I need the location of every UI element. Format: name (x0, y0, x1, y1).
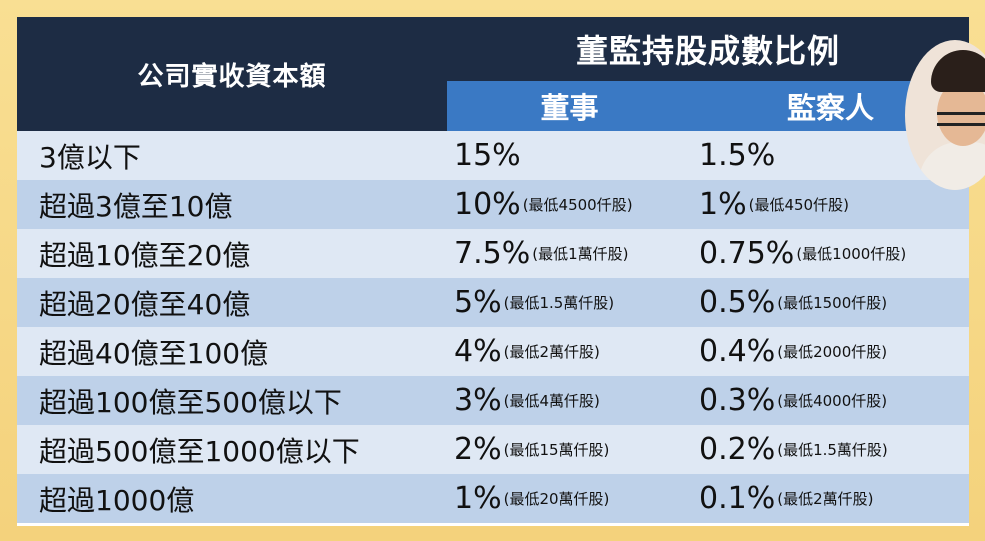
supervisor-pct: 0.1% (699, 481, 776, 516)
director-cell: 3% (最低4萬仟股) (454, 376, 600, 425)
capital-cell: 超過500億至1000億以下 (39, 434, 360, 468)
director-pct: 1% (454, 481, 502, 516)
table-row: 超過500億至1000億以下 2% (最低15萬仟股) 0.2% (最低1.5萬仟股… (17, 425, 969, 474)
supervisor-cell: 0.75% (最低1000仟股) (699, 229, 906, 278)
capital-cell: 超過40億至100億 (39, 336, 269, 370)
director-pct: 3% (454, 383, 502, 418)
supervisor-note: (最低4000仟股) (777, 392, 888, 410)
supervisor-pct: 1.5% (699, 138, 776, 173)
director-pct: 15% (454, 138, 521, 173)
header-shareholding-ratio: 董監持股成數比例 (447, 17, 969, 81)
table-row: 超過40億至100億 4% (最低2萬仟股) 0.4% (最低2000仟股) (17, 327, 969, 376)
header-director: 董事 (540, 91, 599, 125)
capital-cell: 超過10億至20億 (39, 238, 251, 272)
presenter-avatar (905, 40, 985, 190)
director-note: (最低20萬仟股) (503, 490, 610, 508)
header-supervisor: 監察人 (786, 91, 874, 125)
director-cell: 4% (最低2萬仟股) (454, 327, 600, 376)
director-pct: 2% (454, 432, 502, 467)
supervisor-cell: 0.5% (最低1500仟股) (699, 278, 887, 327)
supervisor-pct: 0.2% (699, 432, 776, 467)
director-cell: 10% (最低4500仟股) (454, 180, 633, 229)
director-pct: 5% (454, 285, 502, 320)
director-note: (最低1萬仟股) (532, 245, 629, 263)
table-row: 超過10億至20億 7.5% (最低1萬仟股) 0.75% (最低1000仟股) (17, 229, 969, 278)
director-note: (最低15萬仟股) (503, 441, 610, 459)
table-row: 超過3億至10億 10% (最低4500仟股) 1% (最低450仟股) (17, 180, 969, 229)
header-capital: 公司實收資本額 (17, 17, 447, 131)
capital-cell: 超過1000億 (39, 483, 195, 517)
supervisor-pct: 0.75% (699, 236, 795, 271)
supervisor-pct: 0.3% (699, 383, 776, 418)
director-note: (最低2萬仟股) (503, 343, 600, 361)
supervisor-cell: 0.4% (最低2000仟股) (699, 327, 887, 376)
presenter-shirt (919, 142, 985, 190)
director-cell: 15% (454, 131, 523, 180)
supervisor-pct: 1% (699, 187, 747, 222)
director-note: (最低4萬仟股) (503, 392, 600, 410)
glasses-icon (937, 112, 985, 126)
presenter-hair (931, 50, 985, 92)
supervisor-pct: 0.4% (699, 334, 776, 369)
supervisor-pct: 0.5% (699, 285, 776, 320)
header-subrow (447, 81, 969, 131)
supervisor-note: (最低2萬仟股) (777, 490, 874, 508)
table-row: 超過100億至500億以下 3% (最低4萬仟股) 0.3% (最低4000仟股) (17, 376, 969, 425)
supervisor-cell: 1% (最低450仟股) (699, 180, 849, 229)
director-cell: 1% (最低20萬仟股) (454, 474, 609, 523)
capital-cell: 超過3億至10億 (39, 189, 233, 223)
supervisor-cell: 0.1% (最低2萬仟股) (699, 474, 873, 523)
director-note: (最低4500仟股) (522, 196, 633, 214)
director-pct: 4% (454, 334, 502, 369)
director-cell: 5% (最低1.5萬仟股) (454, 278, 614, 327)
director-note: (最低1.5萬仟股) (503, 294, 615, 312)
capital-cell: 3億以下 (39, 140, 141, 174)
director-pct: 7.5% (454, 236, 531, 271)
supervisor-note: (最低1.5萬仟股) (777, 441, 888, 459)
director-pct: 10% (454, 187, 521, 222)
director-cell: 2% (最低15萬仟股) (454, 425, 609, 474)
table-row: 超過20億至40億 5% (最低1.5萬仟股) 0.5% (最低1500仟股) (17, 278, 969, 327)
table-row: 3億以下 15% 1.5% (17, 131, 969, 180)
shareholding-table: 公司實收資本額 董監持股成數比例 董事 監察人 3億以下 15% 1.5% 超過… (17, 17, 969, 526)
supervisor-cell: 0.2% (最低1.5萬仟股) (699, 425, 888, 474)
supervisor-note: (最低1000仟股) (796, 245, 907, 263)
capital-cell: 超過20億至40億 (39, 287, 251, 321)
supervisor-cell: 0.3% (最低4000仟股) (699, 376, 887, 425)
capital-cell: 超過100億至500億以下 (39, 385, 342, 419)
supervisor-note: (最低2000仟股) (777, 343, 888, 361)
supervisor-note: (最低1500仟股) (777, 294, 888, 312)
director-cell: 7.5% (最低1萬仟股) (454, 229, 628, 278)
supervisor-cell: 1.5% (699, 131, 777, 180)
table-row: 超過1000億 1% (最低20萬仟股) 0.1% (最低2萬仟股) (17, 474, 969, 523)
supervisor-note: (最低450仟股) (748, 196, 849, 214)
